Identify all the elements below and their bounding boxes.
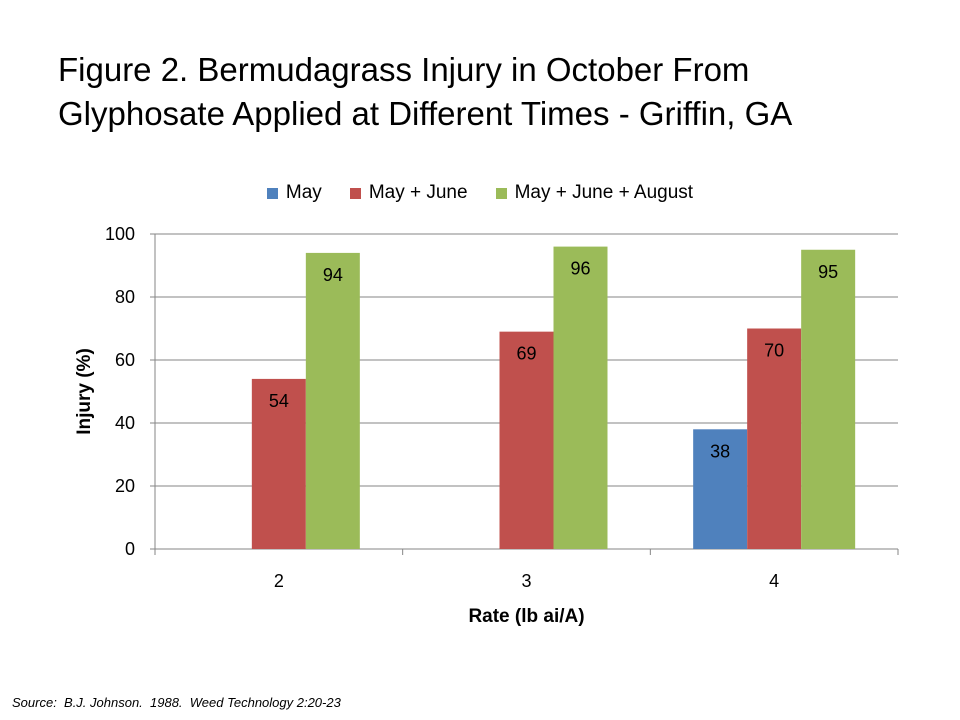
bar <box>499 331 554 549</box>
x-tick-label: 3 <box>521 571 531 591</box>
legend-label-may: May <box>285 182 322 203</box>
data-label: 94 <box>323 265 343 285</box>
data-label: 70 <box>764 341 784 361</box>
y-tick-label: 100 <box>105 224 135 244</box>
bar <box>305 252 360 549</box>
data-label: 69 <box>516 344 536 364</box>
y-tick-label: 0 <box>125 539 135 559</box>
chart-legend: May May + June May + June + August <box>0 182 960 204</box>
y-tick-label: 80 <box>115 287 135 307</box>
x-tick-label: 2 <box>274 571 284 591</box>
y-tick-label: 40 <box>115 413 135 433</box>
bar <box>801 249 856 549</box>
bar <box>693 429 748 549</box>
legend-swatch-may-june-august <box>495 187 507 199</box>
legend-label-may-june-august: May + June + August <box>514 182 694 203</box>
y-tick-label: 60 <box>115 350 135 370</box>
y-axis-title: Injury (%) <box>74 348 95 435</box>
chart-title-line-2: Glyphosate Applied at Different Times - … <box>58 95 793 132</box>
chart-title: Figure 2. Bermudagrass Injury in October… <box>58 48 938 136</box>
bar <box>553 246 608 549</box>
source-citation: Source: B.J. Johnson. 1988. Weed Technol… <box>12 695 341 710</box>
bar <box>747 328 802 549</box>
y-tick-label: 20 <box>115 476 135 496</box>
chart-title-line-1: Figure 2. Bermudagrass Injury in October… <box>58 51 750 88</box>
legend-swatch-may-june <box>349 187 361 199</box>
legend-item-may: May <box>266 182 322 204</box>
legend-swatch-may <box>266 187 278 199</box>
data-label: 95 <box>818 262 838 282</box>
bar <box>251 378 306 549</box>
x-tick-label: 4 <box>769 571 779 591</box>
data-label: 96 <box>570 259 590 279</box>
x-axis-title: Rate (lb ai/A) <box>468 606 584 627</box>
legend-item-may-june: May + June <box>349 182 468 204</box>
legend-item-may-june-august: May + June + August <box>495 182 694 204</box>
data-label: 54 <box>269 391 289 411</box>
legend-label-may-june: May + June <box>368 182 468 203</box>
data-label: 38 <box>710 441 730 461</box>
